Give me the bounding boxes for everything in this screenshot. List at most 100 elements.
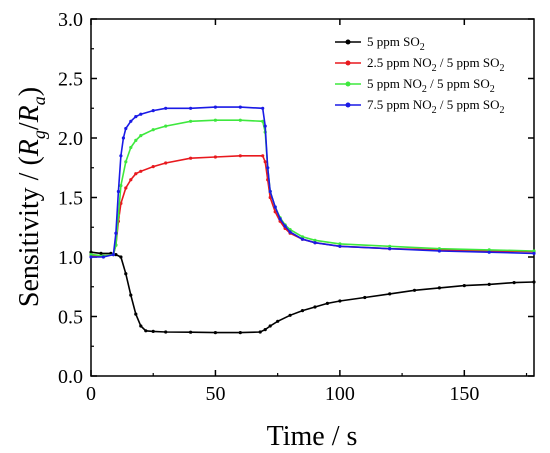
data-point [134, 312, 138, 316]
legend-item: 5 ppm NO2 / 5 ppm SO2 [335, 76, 495, 95]
data-point [300, 237, 305, 241]
data-point [437, 286, 441, 290]
data-point [313, 241, 317, 245]
data-point [268, 195, 272, 200]
data-point [437, 247, 441, 251]
data-point [151, 109, 155, 113]
data-point [261, 154, 265, 158]
data-point [124, 126, 128, 131]
series-line [90, 119, 535, 257]
data-point [119, 154, 123, 158]
data-point [238, 118, 242, 122]
y-axis-title-sub2: a [29, 96, 49, 105]
y-axis-title-r2: R [14, 105, 45, 123]
data-point [238, 331, 242, 335]
data-point [139, 324, 143, 328]
data-point [288, 313, 292, 317]
data-point [338, 299, 342, 303]
axis-ticks: 0 50 100 150 0.0 0.5 1.0 1.5 2.0 2.5 3.0 [58, 9, 534, 405]
legend-marker [345, 102, 351, 108]
data-point [119, 255, 123, 259]
data-point [263, 160, 267, 164]
data-point [487, 250, 491, 254]
data-point [124, 186, 128, 190]
legend-label: 2.5 ppm NO2 / 5 ppm SO2 [367, 55, 504, 74]
data-point [116, 189, 120, 194]
data-point [273, 205, 277, 209]
data-point [388, 244, 392, 248]
data-point [268, 189, 272, 194]
series-line [90, 251, 535, 334]
series-3 [89, 118, 536, 258]
data-point [258, 330, 262, 334]
data-point [124, 160, 128, 164]
data-point [283, 224, 287, 228]
data-point [164, 161, 168, 165]
data-point [89, 250, 93, 254]
legend-rows: 5 ppm SO2 2.5 ppm NO2 / 5 ppm SO2 5 ppm NO… [335, 34, 504, 116]
data-point [89, 255, 93, 259]
data-point [238, 154, 242, 158]
data-point [532, 251, 536, 255]
data-point [151, 128, 155, 132]
data-point [325, 301, 329, 305]
data-point [114, 231, 118, 235]
data-point [119, 184, 123, 188]
data-point [144, 329, 148, 333]
y-tick-label: 0.5 [58, 307, 83, 329]
data-point [338, 242, 342, 246]
data-point [164, 106, 168, 110]
data-point [462, 284, 466, 288]
legend-label: 5 ppm NO2 / 5 ppm SO2 [367, 76, 495, 95]
y-tick-label: 3.0 [58, 9, 83, 31]
data-point [238, 105, 242, 109]
data-point [134, 172, 138, 176]
data-point [213, 155, 217, 159]
x-tick-label: 150 [449, 383, 479, 405]
plot-area [90, 18, 535, 377]
data-point [512, 281, 516, 285]
y-axis-title-sub1: g [29, 130, 49, 139]
data-point [151, 165, 155, 169]
data-point [338, 244, 342, 248]
legend-item: 5 ppm SO2 [335, 34, 425, 53]
plot-frame [90, 18, 535, 377]
data-point [268, 324, 272, 328]
legend-marker [345, 81, 351, 87]
data-point [266, 166, 270, 170]
data-point [129, 293, 133, 297]
data-point [101, 255, 105, 259]
data-point [164, 330, 168, 334]
y-tick-label: 2.0 [58, 128, 83, 150]
data-point [134, 138, 138, 142]
legend-label: 5 ppm SO2 [367, 34, 425, 53]
data-point [532, 249, 536, 253]
data-point [288, 230, 292, 234]
y-tick-label: 1.0 [58, 247, 83, 269]
data-point [313, 238, 317, 242]
data-point [363, 295, 367, 300]
data-point [412, 288, 417, 292]
x-axis-title: Time / s [267, 421, 358, 452]
data-point [129, 145, 133, 150]
data-point [99, 251, 103, 255]
legend-marker [345, 60, 351, 66]
series-4 [89, 105, 536, 259]
data-point [139, 112, 143, 116]
data-point [139, 134, 143, 138]
series-layer [89, 105, 536, 335]
data-point [189, 330, 193, 334]
data-point [388, 292, 392, 296]
series-line [91, 155, 535, 257]
data-point [437, 249, 441, 253]
data-point [189, 119, 193, 123]
data-point [89, 253, 93, 257]
data-point [129, 119, 133, 123]
data-point [129, 178, 133, 182]
data-point [164, 124, 168, 128]
data-point [114, 253, 118, 257]
data-point [134, 115, 138, 119]
y-tick-label: 2.5 [58, 69, 83, 91]
data-point [213, 331, 217, 335]
